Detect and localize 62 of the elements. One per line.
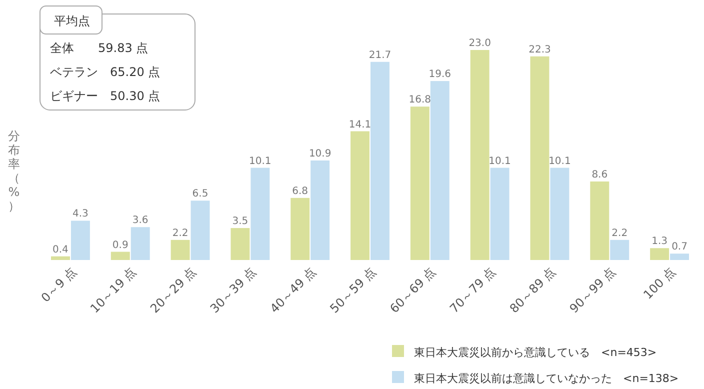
annotation: ベテラン 65.20 点 (50, 65, 160, 79)
x-tick-label: 50～59 点 (327, 264, 378, 316)
bar (130, 227, 150, 260)
data-label: 0.4 (52, 244, 68, 256)
data-label: 3.6 (132, 215, 148, 226)
bar (70, 220, 90, 260)
data-label: 23.0 (468, 38, 491, 49)
data-label: 10.1 (548, 156, 571, 167)
bar (490, 168, 510, 260)
data-label: 1.3 (652, 236, 668, 248)
x-tick-label: 100 点 (640, 264, 678, 302)
bar (370, 62, 390, 260)
legend-label: 東日本大震災以前は意識していなかった <n=138> (414, 372, 679, 385)
x-tick-label: 10～19 点 (88, 264, 139, 316)
bar (470, 50, 490, 260)
data-label: 3.5 (232, 216, 248, 228)
data-label: 10.1 (488, 156, 511, 167)
x-tick-label: 20～29 点 (148, 264, 199, 316)
x-tick-label: 40～49 点 (267, 264, 319, 316)
bar (550, 168, 570, 260)
annotation: ビギナー 50.30 点 (50, 89, 160, 103)
data-label: 10.1 (249, 156, 272, 167)
x-tick-label: 60～69 点 (387, 264, 438, 316)
bar (670, 254, 690, 260)
bar (50, 256, 70, 260)
data-label: 22.3 (528, 44, 551, 56)
data-label: 10.9 (308, 148, 332, 160)
bar (430, 81, 450, 260)
bar (610, 240, 630, 260)
y-axis-title: 分布率（%） (8, 129, 20, 213)
bar (290, 198, 310, 260)
bar (650, 248, 670, 260)
x-tick-label: 70～79 点 (447, 264, 498, 316)
data-label: 0.9 (112, 240, 128, 251)
data-label: 2.2 (612, 228, 628, 239)
text: 平均点 (54, 14, 90, 28)
data-label: 6.8 (292, 186, 308, 197)
bar (310, 160, 330, 260)
data-label: 19.6 (428, 69, 452, 80)
data-label: 14.1 (348, 119, 372, 130)
bar (530, 56, 550, 260)
data-label: 4.3 (72, 208, 88, 220)
x-tick-label: 0～9 点 (38, 264, 79, 305)
bar (170, 240, 190, 260)
bar (590, 181, 610, 260)
x-tick-label: 30～39 点 (207, 264, 259, 316)
x-tick-label: 80～89 点 (507, 264, 558, 316)
bar (350, 131, 370, 260)
bar (110, 252, 130, 260)
data-label: 21.7 (368, 50, 392, 61)
bar (250, 168, 270, 260)
bar (410, 106, 430, 260)
annotation: 全体 59.83 点 (50, 41, 148, 55)
data-label: 0.7 (672, 242, 688, 253)
bar (190, 200, 210, 260)
legend-label: 東日本大震災以前から意識している <n=453> (414, 346, 657, 359)
data-label: 8.6 (592, 169, 608, 180)
data-label: 16.8 (408, 94, 432, 106)
bar (230, 228, 250, 260)
x-tick-label: 90～99 点 (566, 264, 618, 316)
data-label: 6.5 (192, 188, 208, 200)
data-label: 2.2 (172, 228, 188, 239)
